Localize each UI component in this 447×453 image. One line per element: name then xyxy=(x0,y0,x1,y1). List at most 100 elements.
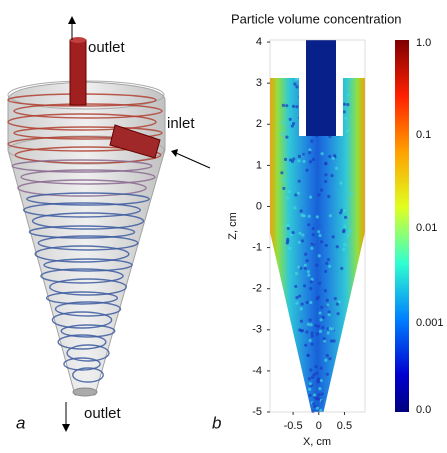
speckle xyxy=(318,387,322,391)
streamline xyxy=(14,146,162,164)
label-outlet-top: outlet xyxy=(88,39,126,56)
speckle xyxy=(315,332,319,336)
streamline xyxy=(60,324,116,338)
streamline xyxy=(13,103,163,119)
speckle xyxy=(335,302,339,306)
speckle xyxy=(297,265,301,269)
x-tick-label: 0.5 xyxy=(337,420,352,432)
speckle xyxy=(320,392,324,396)
speckle xyxy=(294,284,298,289)
streamline xyxy=(54,301,122,317)
x-tick-label: 0 xyxy=(316,420,322,432)
speckle xyxy=(309,323,313,327)
speckle xyxy=(288,246,292,251)
speckle xyxy=(309,280,313,284)
speckle xyxy=(307,214,311,218)
speckle xyxy=(333,296,337,301)
wall xyxy=(270,40,299,78)
streamline xyxy=(31,212,145,230)
speckle xyxy=(343,224,347,228)
speckle xyxy=(298,328,302,332)
speckle xyxy=(312,401,316,406)
speckle xyxy=(316,295,320,299)
colorbar-label: 0.01 xyxy=(416,222,437,234)
speckle xyxy=(328,214,332,218)
speckle xyxy=(285,196,289,200)
vortex-finder xyxy=(306,40,336,136)
speckle xyxy=(316,324,321,328)
speckle xyxy=(327,194,331,199)
speckle xyxy=(320,240,324,244)
speckle xyxy=(306,353,310,357)
streamline xyxy=(22,202,142,218)
speckle xyxy=(288,117,292,121)
speckle xyxy=(321,315,325,320)
speckle xyxy=(292,122,296,126)
speckle xyxy=(296,77,300,81)
speckle xyxy=(311,233,315,237)
speckle xyxy=(310,331,314,335)
speckle xyxy=(325,353,329,358)
x-tick-label: -0.5 xyxy=(284,420,303,432)
colorbar xyxy=(395,40,409,412)
speckle xyxy=(319,378,323,383)
cyclone-render xyxy=(7,16,211,432)
speckle xyxy=(324,358,328,362)
speckle xyxy=(324,173,328,177)
speckle xyxy=(324,243,328,248)
speckle xyxy=(328,357,332,361)
speckle xyxy=(311,157,316,162)
speckle xyxy=(331,327,335,331)
speckle xyxy=(295,295,299,300)
speckle xyxy=(302,214,306,218)
speckle xyxy=(285,104,289,108)
y-tick-label: 4 xyxy=(256,36,262,48)
speckle xyxy=(349,192,354,196)
speckle xyxy=(315,397,319,401)
speckle xyxy=(308,318,312,322)
speckle xyxy=(282,186,286,191)
speckle xyxy=(330,174,334,178)
speckle xyxy=(318,311,322,315)
y-tick-label: 0 xyxy=(256,200,262,212)
speckle xyxy=(342,247,346,252)
speckle xyxy=(335,245,339,249)
speckle xyxy=(329,339,334,343)
speckle xyxy=(306,270,310,274)
speckle xyxy=(340,266,344,271)
streamline xyxy=(13,126,163,140)
y-tick-label: 2 xyxy=(256,118,262,130)
speckle xyxy=(327,310,331,314)
speckle xyxy=(293,82,297,86)
colorbar-label: 0.1 xyxy=(416,129,431,141)
speckle xyxy=(319,188,324,192)
speckle xyxy=(311,409,315,414)
speckle xyxy=(320,152,324,156)
speckle xyxy=(317,230,321,234)
streamline xyxy=(28,225,136,239)
speckle xyxy=(310,246,314,250)
speckle xyxy=(312,373,316,377)
speckle xyxy=(318,233,322,238)
speckle xyxy=(323,339,327,344)
streamline xyxy=(34,245,130,263)
label-outlet-bottom: outlet xyxy=(84,405,122,422)
speckle xyxy=(281,121,285,125)
speckle xyxy=(319,408,323,412)
speckle xyxy=(349,77,354,81)
speckle xyxy=(324,179,328,184)
speckle xyxy=(295,85,299,89)
speckle xyxy=(280,132,284,136)
speckle xyxy=(347,233,351,237)
speckle xyxy=(347,93,351,97)
speckle xyxy=(297,154,302,158)
streamline xyxy=(51,311,113,329)
speckle xyxy=(310,277,314,281)
speckle xyxy=(315,215,319,219)
speckle xyxy=(336,312,340,316)
speckle xyxy=(294,271,299,276)
speckle xyxy=(297,179,301,183)
speckle xyxy=(324,162,328,166)
speckle xyxy=(326,331,330,335)
